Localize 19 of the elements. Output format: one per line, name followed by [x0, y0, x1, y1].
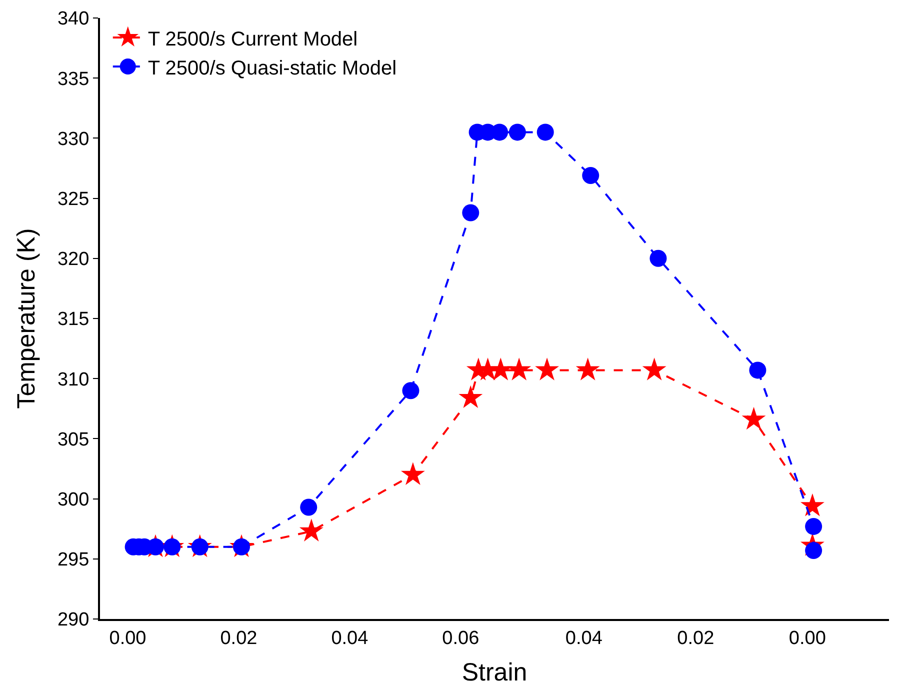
y-tick-label: 335 [57, 68, 90, 90]
x-axis-title: Strain [462, 658, 528, 686]
y-tick-label: 310 [57, 369, 90, 390]
y-tick-label: 295 [57, 550, 90, 571]
y-tick-label: 325 [57, 188, 90, 210]
y-tick-label: 330 [57, 128, 90, 150]
legend-label: T 2500/s Quasi-static Model [148, 57, 397, 80]
y-tick-label: 300 [57, 489, 90, 510]
y-tick-label: 340 [57, 8, 90, 30]
x-tick-label: 0.04 [331, 628, 369, 649]
x-tick-label: 0.06 [442, 628, 480, 649]
y-tick-label: 290 [57, 610, 90, 631]
x-tick-label: 0.00 [109, 628, 146, 649]
y-axis-title: Temperature (K) [12, 228, 41, 409]
y-tick-label: 305 [57, 429, 90, 450]
x-tick-label: 0.02 [220, 628, 258, 649]
legend-label: T 2500/s Current Model [148, 28, 358, 50]
y-tick-label: 315 [57, 309, 90, 330]
y-tick-label: 320 [57, 249, 90, 270]
